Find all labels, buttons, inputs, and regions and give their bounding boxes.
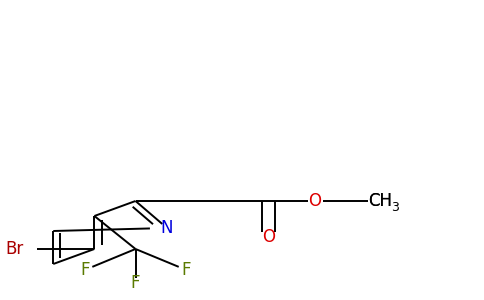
Text: O: O: [262, 228, 275, 246]
Text: F: F: [80, 261, 90, 279]
Text: O: O: [308, 192, 321, 210]
Text: Br: Br: [5, 240, 24, 258]
Text: N: N: [161, 219, 173, 237]
Text: F: F: [131, 274, 140, 292]
Text: CH: CH: [368, 192, 392, 210]
Text: 3: 3: [391, 201, 399, 214]
Text: CH: CH: [368, 192, 392, 210]
Text: F: F: [182, 261, 191, 279]
